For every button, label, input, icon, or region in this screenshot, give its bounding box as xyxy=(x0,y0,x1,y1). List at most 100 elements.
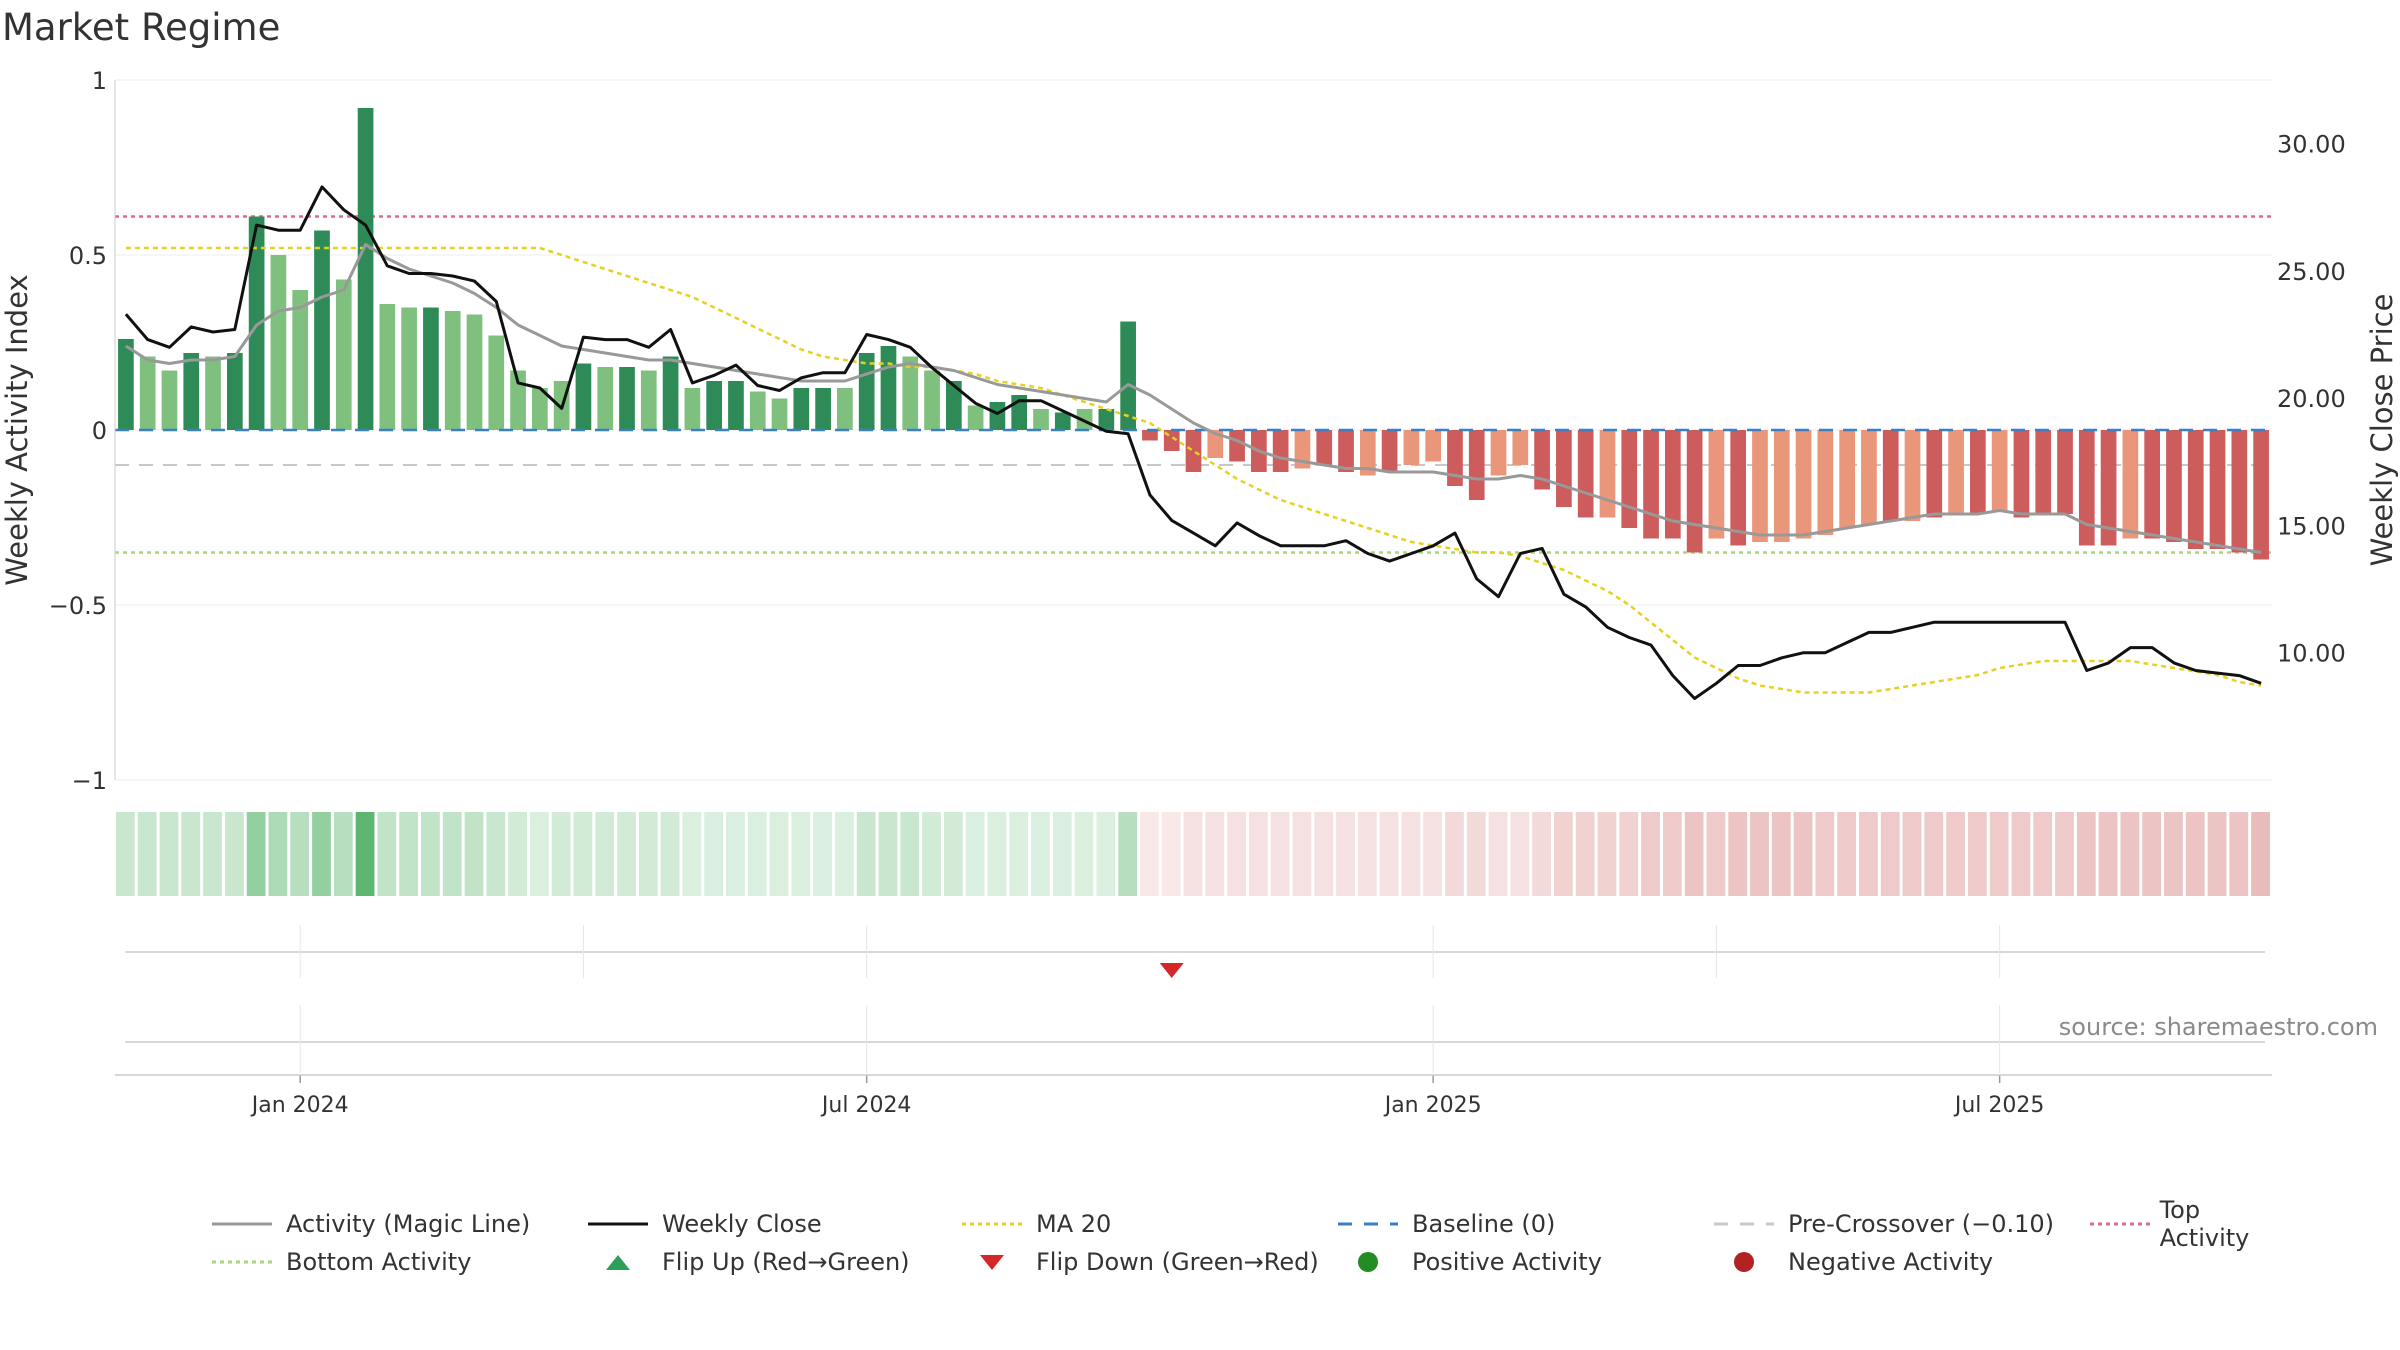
legend-item: Weekly Close xyxy=(586,1210,960,1238)
activity-bar xyxy=(1534,430,1550,490)
activity-bar xyxy=(1098,409,1115,430)
legend-row: Activity (Magic Line) Weekly Close MA 20 Ba… xyxy=(210,1196,2360,1252)
regime-strip-cell xyxy=(660,812,680,896)
regime-strip-cell xyxy=(2011,812,2031,896)
market-regime-chart: 1 0.5 0 −0.5 −1 30.00 25.00 20.00 15.00 10.00 Jan… xyxy=(0,67,2399,1118)
legend-key-dotted xyxy=(210,1250,274,1274)
legend-row: Bottom Activity Flip Up (Red→Green) Flip D… xyxy=(210,1243,2360,1281)
activity-bar xyxy=(2209,430,2226,549)
legend-key-dot xyxy=(1712,1250,1776,1274)
regime-strip-cell xyxy=(116,812,135,896)
regime-strip-cell xyxy=(835,812,854,896)
y2-tick-label: 20.00 xyxy=(2277,385,2346,413)
legend-item: Pre-Crossover (−0.10) xyxy=(1712,1210,2088,1238)
activity-bar xyxy=(1556,430,1572,507)
activity-bar xyxy=(880,346,897,430)
activity-bar xyxy=(1054,412,1071,430)
activity-bar xyxy=(2166,430,2182,542)
activity-bar xyxy=(2057,430,2073,514)
activity-bar xyxy=(357,108,374,430)
legend-label: MA 20 xyxy=(1036,1210,1112,1238)
activity-bar xyxy=(1991,430,2008,511)
activity-bar xyxy=(2122,430,2139,539)
y2-tick-label: 10.00 xyxy=(2277,640,2346,668)
regime-strip-cell xyxy=(1771,812,1791,896)
regime-strip-cell xyxy=(1248,812,1268,896)
regime-strip-cell xyxy=(747,812,767,896)
regime-strip-cell xyxy=(1532,812,1551,896)
regime-strip-cell xyxy=(268,812,288,896)
regime-strip-cell xyxy=(1575,812,1595,896)
regime-strip-cell xyxy=(2076,812,2096,896)
regime-strip-cell xyxy=(159,812,179,896)
regime-strip-cell xyxy=(1837,812,1857,896)
activity-bar xyxy=(1599,430,1616,518)
regime-strip-cell xyxy=(1488,812,1508,896)
activity-bar xyxy=(728,381,744,430)
legend-key-dashed xyxy=(1336,1212,1400,1236)
activity-bar xyxy=(1468,430,1485,500)
activity-bar xyxy=(335,279,352,430)
flip-down-marker xyxy=(1159,963,1184,978)
regime-strip-cell xyxy=(922,812,941,896)
regime-strip-cell xyxy=(2033,812,2053,896)
activity-bar xyxy=(2187,430,2204,549)
activity-bar xyxy=(2231,430,2248,553)
regime-strip-cell xyxy=(595,812,615,896)
activity-bar xyxy=(532,388,548,430)
activity-bar xyxy=(1773,430,1790,542)
regime-strip-cell xyxy=(1815,812,1835,896)
activity-bar xyxy=(1643,430,1659,539)
regime-strip-cell xyxy=(704,812,724,896)
regime-strip-cell xyxy=(203,812,222,896)
x-axis: Jan 2024 Jul 2024 Jan 2025 Jul 2025 xyxy=(115,925,2272,1118)
activity-bar xyxy=(1970,430,1986,514)
activity-bar xyxy=(1338,430,1354,472)
regime-strip-cell xyxy=(1118,812,1138,896)
activity-bar xyxy=(510,370,526,430)
legend-label: Bottom Activity xyxy=(286,1248,472,1276)
regime-strip-cell xyxy=(987,812,1007,896)
regime-strip-cell xyxy=(1641,812,1660,896)
legend: Activity (Magic Line) Weekly Close MA 20 Ba… xyxy=(210,1196,2360,1281)
legend-key-line xyxy=(586,1212,650,1236)
activity-bar xyxy=(1490,430,1507,476)
legend-item: Positive Activity xyxy=(1336,1248,1712,1276)
activity-bar xyxy=(640,370,657,430)
activity-bar xyxy=(1359,430,1376,476)
activity-bar xyxy=(1577,430,1594,518)
activity-bar xyxy=(1948,430,1964,514)
regime-strip-cell xyxy=(2098,812,2118,896)
activity-bar xyxy=(444,311,461,430)
regime-strip-cell xyxy=(399,812,419,896)
y2-tick-label: 15.00 xyxy=(2277,512,2346,540)
series-lines xyxy=(115,185,2272,700)
legend-label: Flip Down (Green→Red) xyxy=(1036,1248,1319,1276)
y-tick-label: −0.5 xyxy=(49,592,107,620)
regime-strip-cell xyxy=(2207,812,2227,896)
regime-strip-cell xyxy=(421,812,440,896)
activity-bar xyxy=(1229,430,1245,462)
regime-strip-cell xyxy=(377,812,397,896)
activity-bar xyxy=(1904,430,1921,521)
y2-tick-label: 25.00 xyxy=(2277,258,2346,286)
activity-bar xyxy=(1839,430,1855,528)
activity-bar xyxy=(1316,430,1333,465)
activity-bar xyxy=(1664,430,1681,539)
regime-strip-cell xyxy=(551,812,571,896)
activity-bar xyxy=(292,290,309,430)
activity-bar xyxy=(1272,430,1289,472)
legend-label: Top Activity xyxy=(2159,1196,2250,1252)
activity-bar xyxy=(1882,430,1899,521)
activity-bar xyxy=(1730,430,1747,546)
legend-item: Top Activity xyxy=(2088,1196,2288,1252)
regime-strip-cell xyxy=(1445,812,1464,896)
legend-key-dotted xyxy=(2088,1212,2150,1236)
regime-strip-cell xyxy=(1096,812,1116,896)
x-tick-label: Jan 2024 xyxy=(250,1093,349,1118)
legend-label: Baseline (0) xyxy=(1412,1210,1556,1238)
regime-strip-cell xyxy=(900,812,920,896)
regime-strip-cell xyxy=(1510,812,1530,896)
x-tick-label: Jan 2025 xyxy=(1383,1093,1482,1118)
regime-strip-cell xyxy=(1401,812,1421,896)
